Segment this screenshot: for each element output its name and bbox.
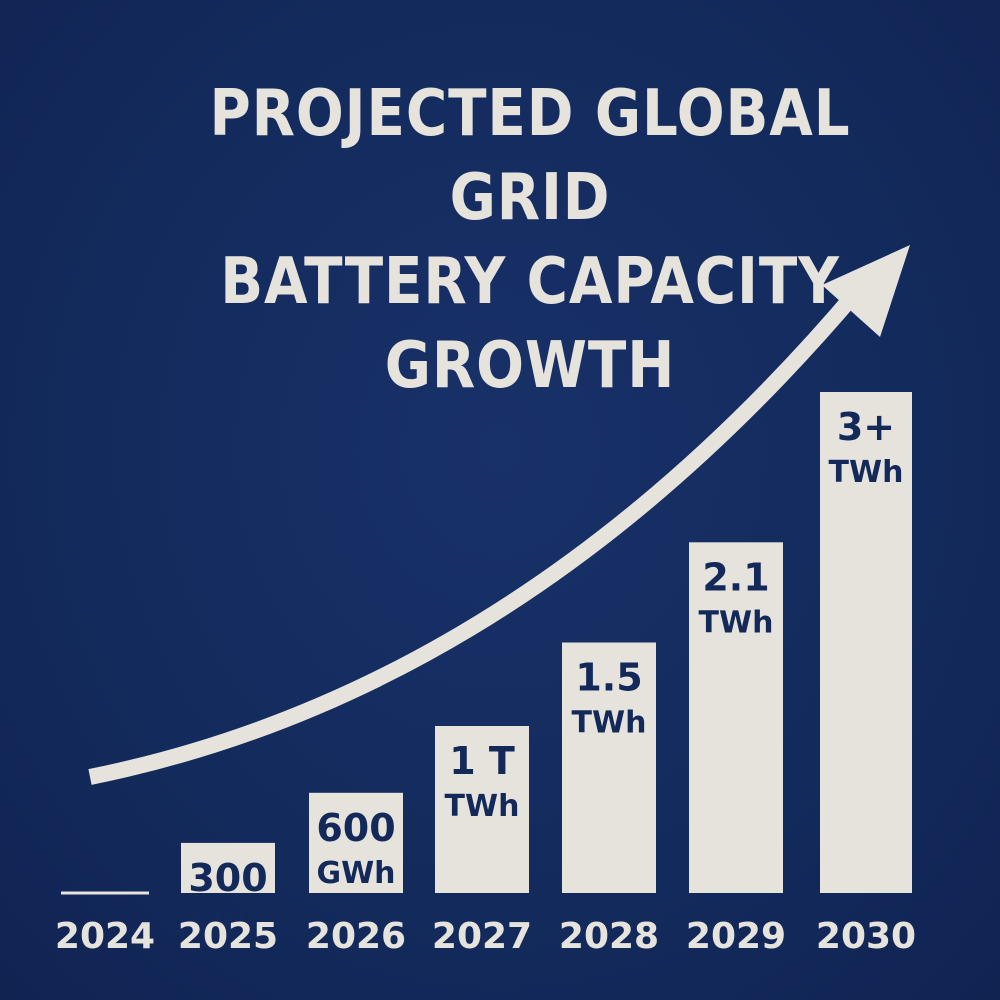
bar-label-2029-line-1: 2.1 [702, 555, 769, 599]
bar-2026 [309, 792, 403, 893]
x-tick-label-2025: 2025 [178, 916, 278, 957]
bar-label-2025-line-2: GWh [188, 906, 267, 941]
chart-title: PROJECTED GLOBAL GRID BATTERY CAPACITY G… [134, 72, 926, 408]
x-tick-label-2027: 2027 [432, 916, 532, 957]
x-tick-label-2024: 2024 [55, 916, 155, 957]
trend-arrow-head [822, 245, 910, 337]
x-tick-label-2028: 2028 [559, 916, 659, 957]
chart-title-line-3: GROWTH [384, 329, 676, 403]
bar-label-2028-line-1: 1.5 [575, 656, 642, 700]
bar-label-2026-line-2: GWh [316, 856, 395, 891]
bar-label-2028-line-2: TWh [572, 706, 647, 741]
bar-2028 [562, 642, 656, 893]
bars-group: 300 GWh 600 GWh 1 T TWh 1.5 TWh 2.1 TWh 3+ TWh [61, 392, 912, 941]
bar-2029 [689, 542, 783, 893]
x-tick-label-2029: 2029 [686, 916, 786, 957]
trend-arrow-group [88, 245, 910, 785]
x-tick-label-2030: 2030 [816, 916, 916, 957]
chart-title-line-1: PROJECTED GLOBAL GRID [209, 77, 851, 235]
bar-2027 [435, 726, 529, 893]
bar-label-2030-line-1: 3+ [837, 405, 895, 449]
x-axis-tick-labels: 2024 2025 2026 2027 2028 2029 2030 [55, 916, 916, 957]
bar-2030 [820, 392, 912, 893]
trend-arrow-shaft [88, 284, 865, 785]
x-tick-label-2026: 2026 [306, 916, 406, 957]
bar-label-2030-line-2: TWh [829, 455, 904, 490]
bar-label-2025-line-1: 300 [188, 856, 267, 900]
bar-label-2027-line-2: TWh [445, 789, 520, 824]
bar-label-2026-line-1: 600 [316, 806, 395, 850]
bar-label-2027-line-1: 1 T [449, 739, 515, 783]
chart-title-line-2: BATTERY CAPACITY [220, 245, 840, 319]
bar-2025 [181, 842, 275, 893]
bar-label-2029-line-2: TWh [699, 605, 774, 640]
